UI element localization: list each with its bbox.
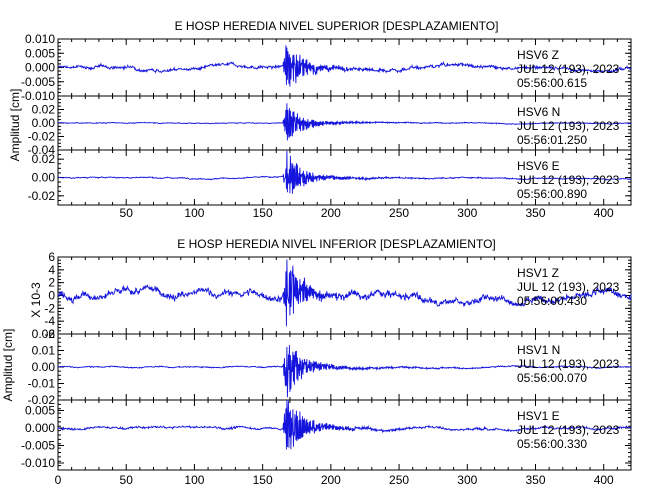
- x-tick-label: 300: [457, 473, 477, 487]
- trace-line: [57, 259, 632, 327]
- x-tick-label: 200: [321, 206, 341, 220]
- station-label: HSV1 E: [517, 409, 560, 423]
- trace-line: [57, 399, 631, 450]
- y-axis-label: Amplitud [cm]: [8, 89, 22, 162]
- y-tick-label: 0.000: [25, 421, 55, 435]
- x-tick-label: 400: [594, 206, 614, 220]
- y-axis-label: Amplitud [cm]: [1, 329, 15, 402]
- x-tick-label: 150: [253, 473, 273, 487]
- y-tick-label: -0.005: [21, 439, 55, 453]
- y-tick-label: 0.02: [32, 152, 56, 166]
- x-tick-label: 250: [389, 473, 409, 487]
- date-label: JUL 12 (193), 2023: [517, 62, 620, 76]
- x-tick-label: 100: [184, 206, 204, 220]
- x-tick-label: 0: [55, 473, 62, 487]
- y-tick-label: 0.02: [32, 327, 56, 341]
- x-tick-label: 100: [184, 473, 204, 487]
- y-tick-label: 6: [48, 250, 55, 264]
- y-tick-label: -4: [44, 314, 55, 328]
- y-tick-label: 0.005: [25, 404, 55, 418]
- x-tick-label: 300: [457, 206, 477, 220]
- scale-label: X 10-3: [29, 282, 43, 318]
- date-label: JUL 12 (193), 2023: [517, 119, 620, 133]
- station-label: HSV6 E: [517, 159, 560, 173]
- time-label: 05:56:00.890: [517, 187, 587, 201]
- date-label: JUL 12 (193), 2023: [517, 357, 620, 371]
- y-tick-label: -2: [44, 301, 55, 315]
- x-tick-label: 250: [389, 206, 409, 220]
- y-tick-label: 0.00: [32, 360, 56, 374]
- x-tick-label: 50: [120, 473, 134, 487]
- date-label: JUL 12 (193), 2023: [517, 173, 620, 187]
- figure-superior: E HOSP HEREDIA NIVEL SUPERIOR [DESPLAZAM…: [8, 19, 632, 220]
- figure-inferior: E HOSP HEREDIA NIVEL INFERIOR [DESPLAZAM…: [1, 237, 632, 487]
- trace-line: [57, 150, 632, 194]
- x-tick-label: 350: [525, 206, 545, 220]
- y-tick-label: 0.000: [25, 61, 55, 75]
- y-tick-label: -0.02: [28, 189, 56, 203]
- chart-title: E HOSP HEREDIA NIVEL INFERIOR [DESPLAZAM…: [177, 237, 496, 251]
- station-label: HSV6 N: [517, 105, 560, 119]
- time-label: 05:56:00.330: [517, 437, 587, 451]
- station-label: HSV6 Z: [517, 48, 559, 62]
- y-tick-label: 0: [48, 289, 55, 303]
- time-label: 05:56:00.430: [517, 294, 587, 308]
- y-tick-label: 0.01: [32, 344, 56, 358]
- time-label: 05:56:00.615: [517, 76, 587, 90]
- y-tick-label: 0.02: [32, 103, 56, 117]
- date-label: JUL 12 (193), 2023: [517, 423, 620, 437]
- y-tick-label: 0.010: [25, 32, 55, 46]
- y-tick-label: 4: [48, 263, 55, 277]
- trace-line: [57, 103, 632, 141]
- y-tick-label: -0.010: [21, 89, 55, 103]
- x-tick-label: 400: [594, 473, 614, 487]
- y-tick-label: 0.00: [32, 116, 56, 130]
- y-tick-label: -6: [44, 327, 55, 341]
- y-tick-label: -0.02: [28, 393, 56, 407]
- x-tick-label: 350: [525, 473, 545, 487]
- y-tick-label: -0.02: [28, 130, 56, 144]
- x-tick-label: 150: [253, 206, 273, 220]
- y-tick-label: -0.010: [21, 456, 55, 470]
- trace-line: [57, 45, 632, 87]
- date-label: JUL 12 (193), 2023: [517, 280, 620, 294]
- y-tick-label: -0.04: [28, 143, 56, 157]
- y-tick-label: 2: [48, 276, 55, 290]
- y-tick-label: 0.005: [25, 46, 55, 60]
- time-label: 05:56:00.070: [517, 371, 587, 385]
- time-label: 05:56:01.250: [517, 133, 587, 147]
- station-label: HSV1 N: [517, 343, 560, 357]
- y-tick-label: -0.005: [21, 75, 55, 89]
- y-tick-label: -0.01: [28, 377, 56, 391]
- chart-title: E HOSP HEREDIA NIVEL SUPERIOR [DESPLAZAM…: [175, 19, 499, 33]
- x-tick-label: 50: [120, 206, 134, 220]
- station-label: HSV1 Z: [517, 266, 559, 280]
- x-tick-label: 200: [321, 473, 341, 487]
- trace-line: [57, 345, 632, 398]
- y-tick-label: 0.00: [32, 171, 56, 185]
